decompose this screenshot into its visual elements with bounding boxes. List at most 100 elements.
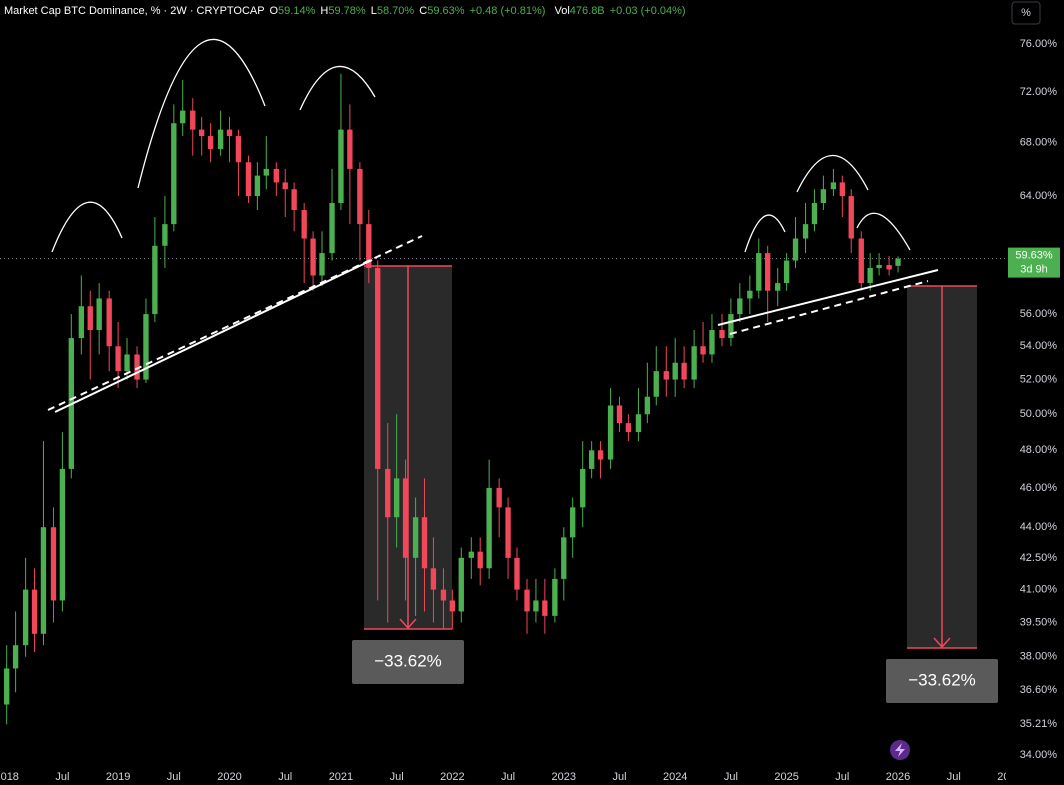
candle-body bbox=[848, 196, 854, 239]
y-tick-label: 64.00% bbox=[1020, 190, 1058, 202]
x-tick-label: Jul bbox=[278, 771, 292, 783]
candle-body bbox=[217, 129, 224, 150]
ohlc-value: 59.78% bbox=[328, 5, 366, 17]
candle-body bbox=[839, 182, 846, 197]
x-tick-label: 2024 bbox=[663, 771, 687, 783]
candle-body bbox=[653, 371, 659, 397]
candle-body bbox=[190, 110, 196, 130]
x-tick-label: Jul bbox=[724, 771, 738, 783]
candle-body bbox=[607, 405, 614, 460]
measure-box bbox=[907, 285, 977, 649]
candle-body bbox=[96, 298, 102, 331]
y-tick-label: 46.00% bbox=[1020, 482, 1058, 494]
candle-body bbox=[681, 362, 687, 380]
candle-body bbox=[552, 578, 558, 616]
ohlc-label: H bbox=[320, 5, 328, 17]
candle-body bbox=[347, 129, 353, 169]
ohlc-value: 59.14% bbox=[278, 5, 316, 17]
y-tick-label: 52.00% bbox=[1020, 373, 1058, 385]
price-axis-panel bbox=[1006, 30, 1064, 785]
icon-glyph bbox=[895, 743, 905, 757]
y-axis: 76.00%72.00%68.00%64.00%60.00%56.00%54.0… bbox=[1020, 38, 1058, 761]
candle-body bbox=[338, 129, 344, 204]
x-tick-label: Jul bbox=[390, 771, 404, 783]
x-tick-label: 2022 bbox=[440, 771, 464, 783]
x-tick-label: Jul bbox=[501, 771, 515, 783]
ohlc-value: 58.70% bbox=[377, 5, 415, 17]
trend-line-dashed bbox=[47, 235, 423, 411]
candle-body bbox=[895, 258, 901, 266]
candle-body bbox=[458, 557, 464, 612]
candle-body bbox=[737, 298, 743, 315]
candle-body bbox=[263, 168, 269, 176]
candle-body bbox=[4, 668, 10, 705]
candle-body bbox=[143, 314, 149, 380]
candle-body bbox=[635, 414, 642, 433]
candles bbox=[4, 73, 901, 725]
candle-body bbox=[12, 645, 19, 669]
y-tick-label: 36.60% bbox=[1020, 684, 1058, 696]
trend-line bbox=[54, 259, 373, 413]
candle-body bbox=[756, 253, 762, 291]
candle-body bbox=[366, 224, 372, 268]
candle-body bbox=[245, 162, 252, 197]
candle-body bbox=[449, 600, 456, 612]
x-tick-label: 2025 bbox=[774, 771, 798, 783]
arc bbox=[796, 154, 869, 193]
candle-body bbox=[728, 314, 734, 339]
x-tick-label: Jul bbox=[947, 771, 961, 783]
x-tick-label: 2018 bbox=[0, 771, 19, 783]
y-tick-label: 76.00% bbox=[1020, 38, 1058, 50]
y-tick-label: 34.00% bbox=[1020, 749, 1058, 761]
candle-body bbox=[886, 264, 892, 270]
candle-body bbox=[180, 110, 186, 124]
ohlc-label: L bbox=[371, 5, 377, 17]
y-tick-label: 35.21% bbox=[1020, 718, 1058, 730]
candle-body bbox=[282, 182, 288, 190]
y-tick-label: 56.00% bbox=[1020, 308, 1058, 320]
candle-body bbox=[700, 346, 706, 355]
candle-body bbox=[468, 551, 474, 558]
arrow-head bbox=[933, 637, 951, 649]
candle-body bbox=[430, 568, 437, 590]
candle-body bbox=[533, 600, 539, 612]
ohlc-value: 59.63% bbox=[427, 5, 465, 17]
candle-body bbox=[106, 298, 112, 347]
scale-button-label[interactable]: % bbox=[1021, 7, 1031, 19]
trend-line-dashed bbox=[729, 280, 929, 335]
y-tick-label: 42.50% bbox=[1020, 552, 1058, 564]
x-tick-label: 2023 bbox=[552, 771, 576, 783]
candle-body bbox=[235, 136, 242, 163]
y-tick-label: 50.00% bbox=[1020, 408, 1058, 420]
candle-body bbox=[162, 224, 168, 246]
candle-body bbox=[477, 551, 483, 569]
candle-body bbox=[811, 203, 818, 225]
x-tick-label: Jul bbox=[612, 771, 626, 783]
candle-body bbox=[691, 346, 697, 380]
candle-body bbox=[329, 203, 335, 254]
candle-body bbox=[719, 330, 725, 339]
x-tick-label: Jul bbox=[835, 771, 849, 783]
candle-body bbox=[291, 189, 297, 211]
candle-body bbox=[152, 245, 158, 315]
candle-body bbox=[505, 507, 511, 558]
candle-body bbox=[31, 589, 38, 634]
candle-body bbox=[561, 537, 567, 579]
candle-body bbox=[775, 283, 781, 291]
y-tick-label: 41.00% bbox=[1020, 584, 1058, 596]
candle-body bbox=[616, 405, 623, 424]
x-tick-label: 2020 bbox=[217, 771, 241, 783]
scale-button[interactable] bbox=[1011, 1, 1041, 25]
ohlc-label: O bbox=[269, 5, 278, 17]
price-tag-countdown: 3d 9h bbox=[1020, 263, 1048, 275]
candle-body bbox=[802, 224, 809, 239]
volume: 476.8B bbox=[570, 5, 605, 17]
candle-body bbox=[40, 527, 47, 634]
candle-body bbox=[524, 589, 530, 612]
arc bbox=[856, 212, 911, 251]
candle-body bbox=[134, 354, 140, 380]
candle-body bbox=[486, 487, 492, 569]
candle-body bbox=[375, 267, 381, 469]
price-tag-value: 59.63% bbox=[1015, 249, 1053, 261]
